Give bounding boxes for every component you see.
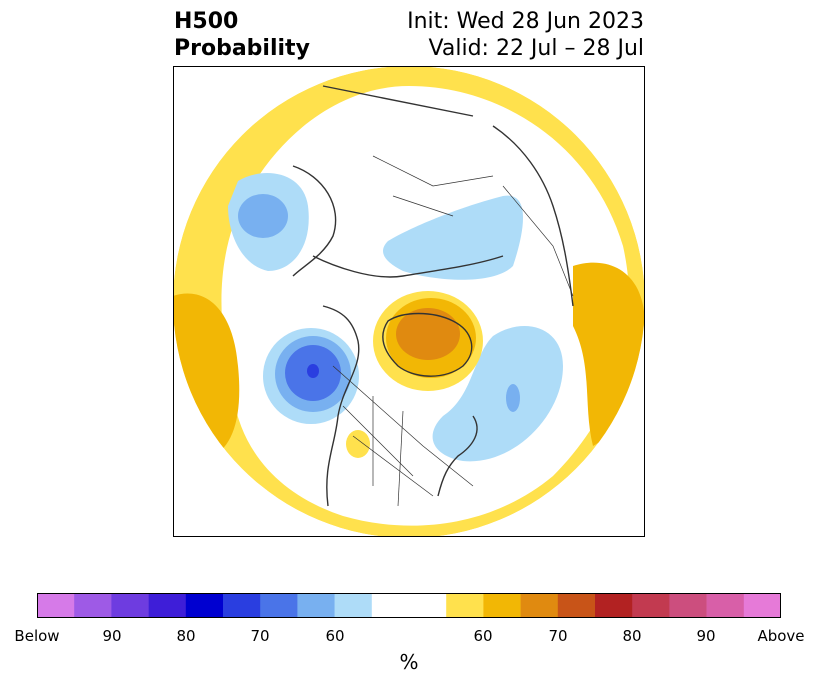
title-line-1: H500 (174, 9, 239, 34)
colorbar-tick-label: 90 (102, 627, 122, 645)
map-border (173, 66, 645, 537)
colorbar-tick-label: 80 (622, 627, 642, 645)
colorbar-segment (74, 593, 112, 618)
colorbar-segment (557, 593, 596, 618)
colorbar-segment (371, 593, 447, 618)
colorbar-segment (37, 593, 75, 618)
western-us-above-60 (346, 430, 370, 458)
colorbar-tick-label: 70 (250, 627, 270, 645)
probability-map (173, 66, 645, 537)
colorbar-tick-label: Above (757, 627, 805, 645)
title-line-2: Probability (174, 36, 310, 61)
colorbar-unit: % (399, 650, 419, 674)
colorbar-segment (111, 593, 149, 618)
valid-range: Valid: 22 Jul – 28 Jul (428, 36, 644, 61)
colorbar-tick-label: 90 (696, 627, 716, 645)
siberia-below-60 (383, 195, 523, 280)
colorbar-tick-label: 70 (548, 627, 568, 645)
colorbar-segment (483, 593, 521, 618)
atlantic-below-60 (432, 326, 563, 462)
borders (332, 155, 574, 507)
colorbar-segment (334, 593, 373, 618)
anomaly-layer (173, 66, 645, 537)
colorbar-segment (743, 593, 781, 618)
colorbar-segment (595, 593, 633, 618)
colorbar-segment (223, 593, 261, 618)
init-date: Init: Wed 28 Jun 2023 (407, 9, 644, 34)
colorbar-segment (260, 593, 298, 618)
colorbar-segment (706, 593, 745, 618)
colorbar-segment (185, 593, 224, 618)
colorbar-tick-label: 60 (325, 627, 345, 645)
colorbar-segment (632, 593, 670, 618)
colorbar-segment (297, 593, 335, 618)
date-info: Init: Wed 28 Jun 2023 Valid: 22 Jul – 28… (407, 8, 644, 62)
colorbar-segment (520, 593, 559, 618)
colorbar-segment (446, 593, 484, 618)
colorbar-border (37, 593, 781, 618)
atlantic-below-core (506, 384, 520, 412)
colorbar-tick-label: 80 (176, 627, 196, 645)
alaska-below-90 (307, 364, 319, 378)
colorbar-segment (669, 593, 707, 618)
colorbar-tick-label: Below (14, 627, 60, 645)
colorbar-segment (148, 593, 187, 618)
greenland-above-70 (396, 308, 460, 360)
coastlines (292, 85, 574, 507)
colorbar (37, 593, 781, 618)
kamchatka-below-60 (238, 194, 288, 238)
map-title: H500 Probability (174, 8, 310, 62)
colorbar-tick-label: 60 (473, 627, 493, 645)
